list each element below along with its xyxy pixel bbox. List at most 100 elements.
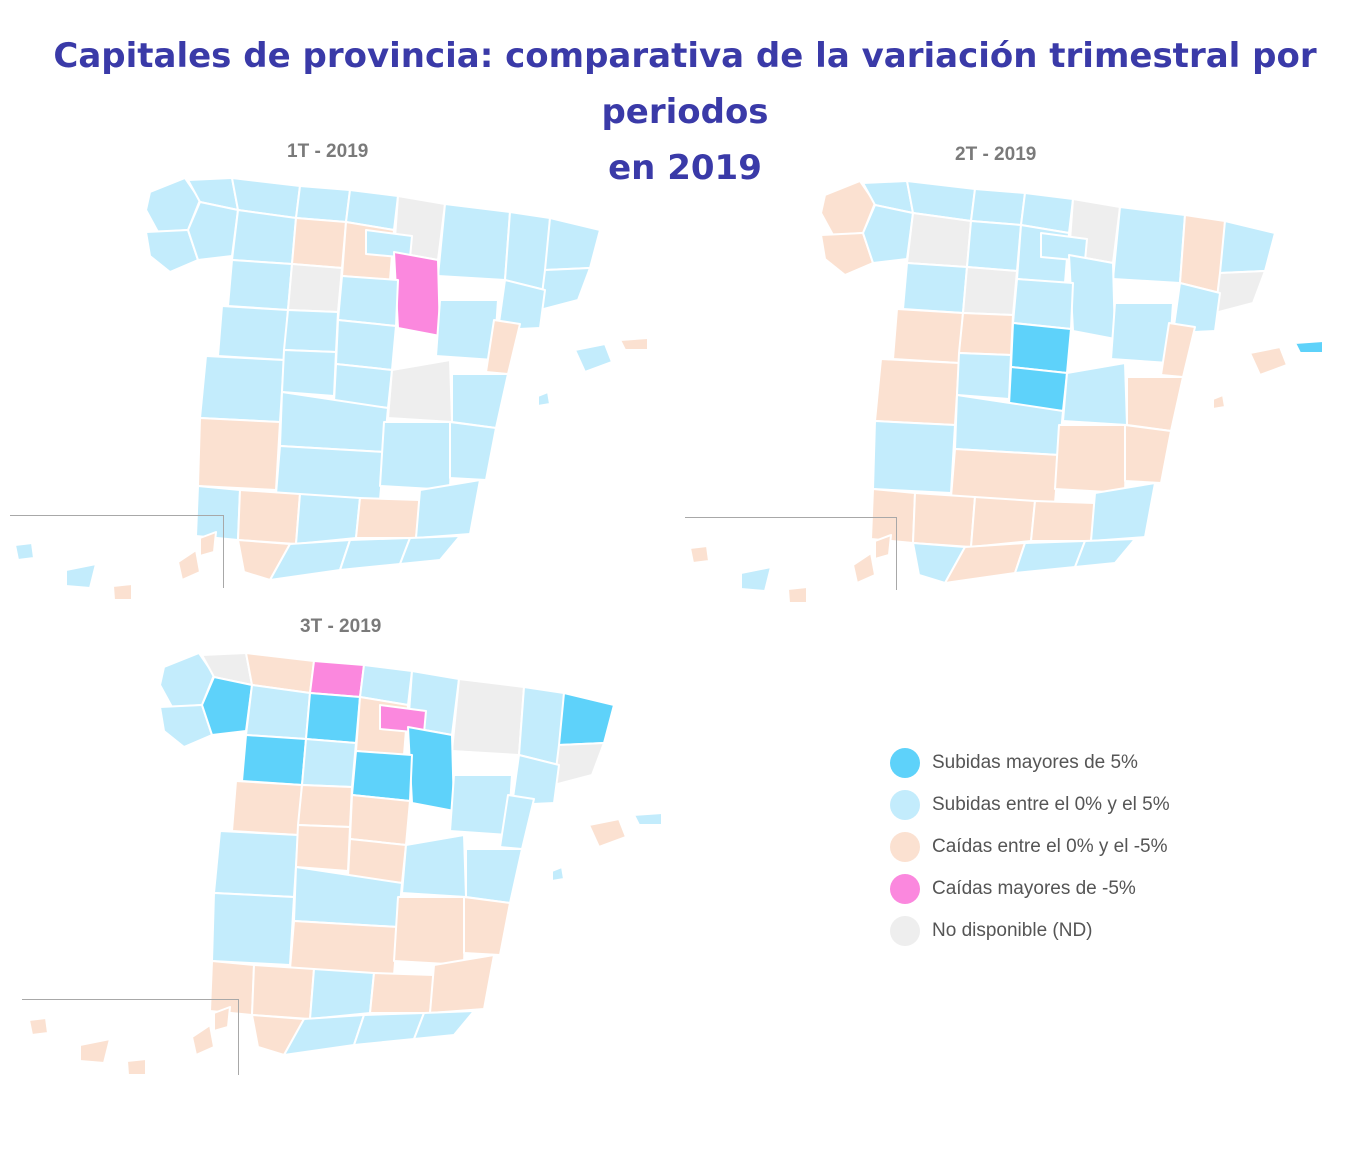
province-jaen	[369, 972, 435, 1014]
province-palencia	[291, 217, 347, 269]
province-baleares-3	[551, 866, 565, 882]
province-murcia	[1090, 482, 1156, 542]
legend-label: Caídas mayores de -5%	[932, 878, 1136, 899]
legend-item: No disponible (ND)	[890, 910, 1170, 952]
legend-label: Subidas entre el 0% y el 5%	[932, 794, 1170, 815]
province-soria	[351, 750, 413, 802]
legend-item: Subidas entre el 0% y el 5%	[890, 784, 1170, 826]
province-zamora	[241, 734, 307, 786]
province-palencia	[305, 692, 361, 744]
province-caceres	[199, 355, 285, 423]
province-canarias-5	[213, 1006, 231, 1032]
province-ciudad-real	[275, 445, 385, 501]
province-albacete	[1054, 424, 1128, 494]
province-caceres	[874, 358, 960, 426]
province-zaragoza	[393, 251, 441, 337]
province-salamanca	[217, 305, 289, 361]
province-baleares-1	[574, 343, 613, 373]
province-badajoz	[197, 417, 281, 491]
legend-swatch	[890, 832, 920, 862]
province-sevilla	[912, 492, 976, 548]
province-girona	[1219, 220, 1276, 274]
province-galicia-b	[159, 704, 213, 748]
province-jaen	[1030, 500, 1096, 542]
province-avila	[281, 349, 337, 397]
province-girona	[558, 692, 615, 746]
province-leon	[906, 212, 972, 268]
province-granada	[339, 537, 411, 571]
province-leon	[231, 209, 297, 265]
province-soria	[1012, 278, 1074, 330]
province-canarias-3	[787, 586, 808, 604]
legend-swatch	[890, 874, 920, 904]
map-2-label: 2T - 2019	[955, 144, 1037, 165]
map-2t-2019	[689, 180, 1324, 604]
province-galicia-d	[187, 201, 239, 261]
province-alicante	[463, 896, 511, 956]
legend-swatch	[890, 748, 920, 778]
province-jaen	[355, 497, 421, 539]
province-zamora	[902, 262, 968, 314]
province-baleares-2	[1294, 340, 1324, 354]
province-canarias-5	[874, 534, 892, 560]
province-galicia-d	[201, 676, 253, 736]
province-tarragona	[497, 279, 546, 331]
province-zamora	[227, 259, 293, 311]
province-canarias-3	[112, 583, 133, 601]
province-barcelona	[539, 267, 591, 311]
province-valladolid	[962, 266, 1018, 316]
province-canarias-4	[177, 549, 201, 581]
province-cordoba	[295, 493, 361, 545]
province-guadalajara	[1010, 322, 1072, 374]
province-cuenca	[387, 359, 453, 423]
province-albacete	[393, 896, 467, 966]
province-cuenca	[1062, 362, 1128, 426]
province-cantabria	[295, 185, 351, 223]
map-2-canarias-frame	[685, 517, 897, 590]
province-tarragona	[511, 754, 560, 806]
province-ciudad-real	[289, 920, 399, 976]
legend-swatch	[890, 916, 920, 946]
province-galicia-b	[820, 232, 874, 276]
province-valladolid	[301, 738, 357, 788]
province-girona	[544, 217, 601, 271]
legend-swatch	[890, 790, 920, 820]
legend: Subidas mayores de 5% Subidas entre el 0…	[890, 742, 1170, 952]
province-almeria	[413, 1010, 475, 1040]
province-soria	[337, 275, 399, 327]
province-canarias-2	[740, 566, 772, 592]
map-1-label: 1T - 2019	[287, 141, 369, 162]
title-line-1: Capitales de provincia: comparativa de l…	[53, 36, 1317, 132]
legend-item: Caídas entre el 0% y el -5%	[890, 826, 1170, 868]
province-tarragona	[1172, 282, 1221, 334]
province-canarias-2	[65, 563, 97, 589]
province-cordoba	[309, 968, 375, 1020]
province-baleares-2	[619, 337, 649, 351]
province-albacete	[379, 421, 453, 491]
province-huesca	[1112, 206, 1186, 284]
province-almeria	[1074, 538, 1136, 568]
map-3t-2019	[28, 652, 663, 1076]
province-avila	[956, 352, 1012, 400]
province-valladolid	[287, 263, 343, 313]
province-segovia	[958, 312, 1014, 356]
province-valencia	[465, 848, 523, 904]
province-granada	[1014, 540, 1086, 574]
province-cantabria	[970, 188, 1026, 226]
province-cuenca	[401, 834, 467, 898]
legend-label: Subidas mayores de 5%	[932, 752, 1138, 773]
province-guadalajara	[349, 794, 411, 846]
map-3-label: 3T - 2019	[300, 616, 382, 637]
province-barcelona	[553, 742, 605, 786]
province-canarias-3	[126, 1058, 147, 1076]
province-salamanca	[892, 308, 964, 364]
province-baleares-1	[588, 818, 627, 848]
province-baleares-3	[1212, 394, 1226, 410]
province-zaragoza	[407, 726, 455, 812]
province-canarias-2	[79, 1038, 111, 1064]
chart-title: Capitales de provincia: comparativa de l…	[0, 28, 1370, 196]
province-valencia	[451, 373, 509, 429]
province-badajoz	[211, 892, 295, 966]
province-canarias-1	[28, 1017, 49, 1036]
legend-label: Caídas entre el 0% y el -5%	[932, 836, 1168, 857]
